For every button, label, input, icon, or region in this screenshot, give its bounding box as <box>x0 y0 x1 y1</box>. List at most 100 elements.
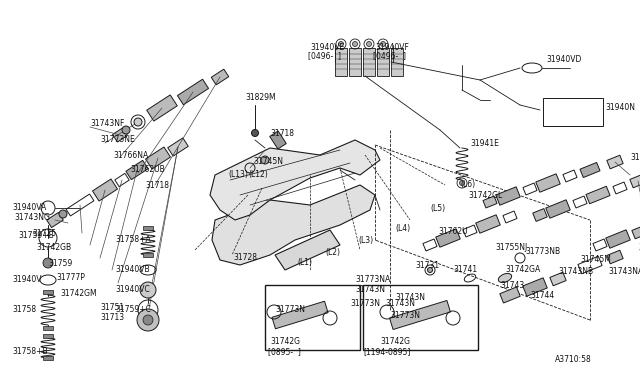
Bar <box>43 356 53 360</box>
Text: 31941E: 31941E <box>470 138 499 148</box>
Polygon shape <box>523 278 547 296</box>
Text: 31743: 31743 <box>500 280 524 289</box>
Text: 31725: 31725 <box>32 228 56 237</box>
Circle shape <box>353 42 358 46</box>
Circle shape <box>460 180 465 186</box>
Polygon shape <box>126 160 148 180</box>
Polygon shape <box>550 272 566 286</box>
Text: 31940N: 31940N <box>605 103 635 112</box>
Text: 31940VE: 31940VE <box>310 42 344 51</box>
Circle shape <box>134 118 142 126</box>
Polygon shape <box>211 69 228 85</box>
Text: 31759: 31759 <box>48 259 72 267</box>
Text: 31773N: 31773N <box>350 298 380 308</box>
Polygon shape <box>275 230 340 270</box>
Polygon shape <box>500 287 520 303</box>
Polygon shape <box>47 212 63 228</box>
Polygon shape <box>177 79 209 105</box>
Polygon shape <box>269 131 286 149</box>
Text: 31751: 31751 <box>100 304 124 312</box>
Polygon shape <box>390 301 451 330</box>
Bar <box>349 48 361 76</box>
Circle shape <box>428 267 433 273</box>
Text: 31743NF: 31743NF <box>90 119 124 128</box>
Text: 31731: 31731 <box>415 260 439 269</box>
Text: 31940VC: 31940VC <box>115 285 150 295</box>
Text: 31728: 31728 <box>233 253 257 263</box>
Text: 31773NE: 31773NE <box>100 135 135 144</box>
Polygon shape <box>212 185 375 265</box>
Text: (L3): (L3) <box>358 235 373 244</box>
Circle shape <box>252 129 259 137</box>
Text: 31940VF: 31940VF <box>375 42 409 51</box>
Text: 31777P: 31777P <box>56 273 85 282</box>
Bar <box>335 48 347 76</box>
Bar <box>377 48 389 76</box>
Polygon shape <box>546 200 570 218</box>
Polygon shape <box>147 95 177 121</box>
Polygon shape <box>632 225 640 239</box>
Bar <box>363 285 478 350</box>
Polygon shape <box>586 186 610 204</box>
Text: 31758: 31758 <box>12 305 36 314</box>
Text: 31745N: 31745N <box>253 157 283 167</box>
Circle shape <box>367 42 371 46</box>
Circle shape <box>140 282 156 298</box>
Text: 31762U: 31762U <box>438 228 468 237</box>
Text: 31743NA: 31743NA <box>608 267 640 276</box>
Circle shape <box>143 315 153 325</box>
Polygon shape <box>605 230 630 248</box>
Circle shape <box>381 42 385 46</box>
Polygon shape <box>483 196 497 208</box>
Text: [0496-  ]: [0496- ] <box>308 51 341 61</box>
Text: (L12): (L12) <box>248 170 268 180</box>
Text: 31762UB: 31762UB <box>130 166 164 174</box>
Polygon shape <box>436 229 460 247</box>
Text: 31773NB: 31773NB <box>525 247 560 257</box>
Polygon shape <box>580 163 600 177</box>
Text: 31742GL: 31742GL <box>468 190 502 199</box>
Text: 31940VA: 31940VA <box>12 202 46 212</box>
Circle shape <box>137 309 159 331</box>
Text: [0895-  ]: [0895- ] <box>268 347 301 356</box>
Text: 31742GB: 31742GB <box>36 244 71 253</box>
Bar <box>265 285 360 350</box>
Text: 31742GM: 31742GM <box>60 289 97 298</box>
Text: A3710:58: A3710:58 <box>555 356 592 365</box>
Text: 31744: 31744 <box>530 291 554 299</box>
Text: 31940VD: 31940VD <box>546 55 581 64</box>
Circle shape <box>59 210 67 218</box>
Polygon shape <box>607 250 623 264</box>
Text: 31755NA: 31755NA <box>638 244 640 253</box>
Text: 31759+C: 31759+C <box>115 305 151 314</box>
Circle shape <box>261 156 269 164</box>
Polygon shape <box>536 174 560 192</box>
Text: 31759+B: 31759+B <box>18 231 54 240</box>
Text: 31742GA: 31742GA <box>505 266 540 275</box>
Polygon shape <box>476 215 500 233</box>
Polygon shape <box>496 187 520 205</box>
Text: (L6): (L6) <box>460 180 475 189</box>
Text: 31773N: 31773N <box>275 305 305 314</box>
Text: (L13): (L13) <box>228 170 248 180</box>
Circle shape <box>43 258 53 268</box>
Polygon shape <box>145 147 170 169</box>
Polygon shape <box>532 209 547 221</box>
Text: 31718: 31718 <box>270 128 294 138</box>
Polygon shape <box>113 128 127 142</box>
Polygon shape <box>210 140 380 220</box>
Polygon shape <box>607 155 623 169</box>
Text: 31766NA: 31766NA <box>113 151 148 160</box>
Text: 31940VB: 31940VB <box>115 266 150 275</box>
Text: 31773N: 31773N <box>390 311 420 320</box>
Text: (L2): (L2) <box>325 248 340 257</box>
Bar <box>143 253 153 257</box>
Text: 31742G: 31742G <box>270 337 300 346</box>
Text: 31743NG: 31743NG <box>14 214 50 222</box>
Bar <box>391 48 403 76</box>
Polygon shape <box>168 138 188 156</box>
Text: 31713: 31713 <box>100 314 124 323</box>
Circle shape <box>122 126 130 134</box>
Text: 31758+B: 31758+B <box>12 347 47 356</box>
Bar <box>363 48 375 76</box>
